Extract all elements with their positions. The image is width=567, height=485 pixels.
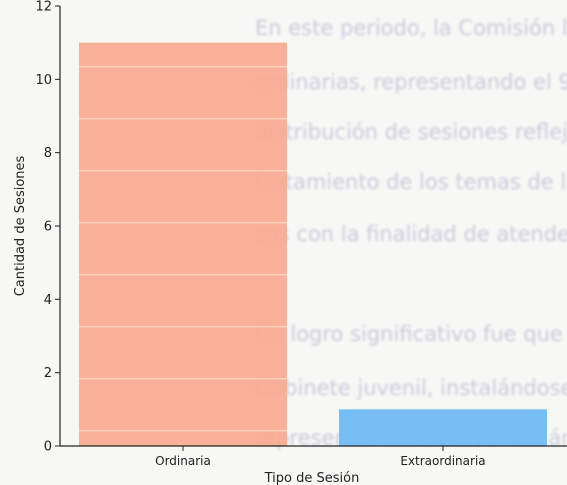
- y-tick-label: 0: [44, 440, 52, 455]
- plot-area: [79, 42, 547, 447]
- y-axis-label: Cantidad de Sesiones: [13, 155, 28, 296]
- y-tick-label: 4: [44, 293, 52, 308]
- y-tick-label: 8: [44, 146, 52, 161]
- x-tick-label: Extraordinaria: [400, 454, 485, 468]
- bar-extraordinaria: [339, 409, 547, 446]
- x-tick-label: Ordinaria: [155, 454, 211, 468]
- y-tick-label: 2: [44, 366, 52, 381]
- y-tick-label: 12: [35, 0, 52, 15]
- x-axis-label: Tipo de Sesión: [264, 471, 360, 485]
- bar-ordinaria: [79, 42, 287, 447]
- y-ticks: 0 2 4 6 8 10 12: [35, 0, 60, 455]
- x-ticks: Ordinaria Extraordinaria: [155, 446, 486, 468]
- y-tick-label: 6: [44, 220, 52, 235]
- y-tick-label: 10: [35, 73, 52, 88]
